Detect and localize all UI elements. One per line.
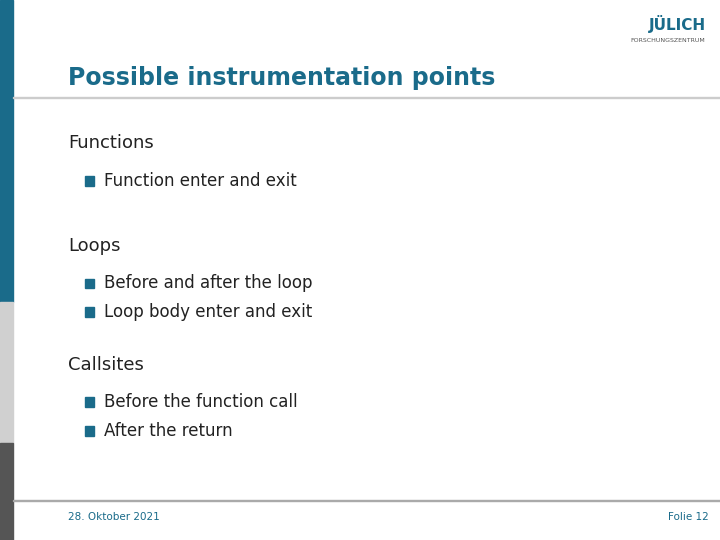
Text: JÜLICH: JÜLICH	[649, 15, 706, 33]
Bar	[85, 279, 94, 288]
Text: Functions: Functions	[68, 134, 154, 152]
Bar	[13, 97, 720, 98]
Bar	[526, 0, 720, 65]
Text: After the return: After the return	[104, 422, 233, 440]
Bar	[85, 426, 94, 436]
Text: Callsites: Callsites	[68, 355, 144, 374]
Bar	[85, 176, 94, 186]
Bar	[0, 443, 13, 540]
Bar	[13, 500, 720, 501]
Text: 28. Oktober 2021: 28. Oktober 2021	[68, 512, 160, 522]
Bar	[0, 0, 13, 302]
Text: Function enter and exit: Function enter and exit	[104, 172, 297, 190]
Text: Before the function call: Before the function call	[104, 393, 298, 411]
Bar	[0, 302, 13, 443]
Text: Loop body enter and exit: Loop body enter and exit	[104, 303, 312, 321]
Bar	[85, 397, 94, 407]
Text: Possible instrumentation points: Possible instrumentation points	[68, 66, 496, 90]
Text: Folie 12: Folie 12	[668, 512, 709, 522]
Bar	[85, 307, 94, 317]
Text: FORSCHUNGSZENTRUM: FORSCHUNGSZENTRUM	[631, 38, 706, 43]
Text: Before and after the loop: Before and after the loop	[104, 274, 313, 293]
Text: Loops: Loops	[68, 237, 121, 255]
